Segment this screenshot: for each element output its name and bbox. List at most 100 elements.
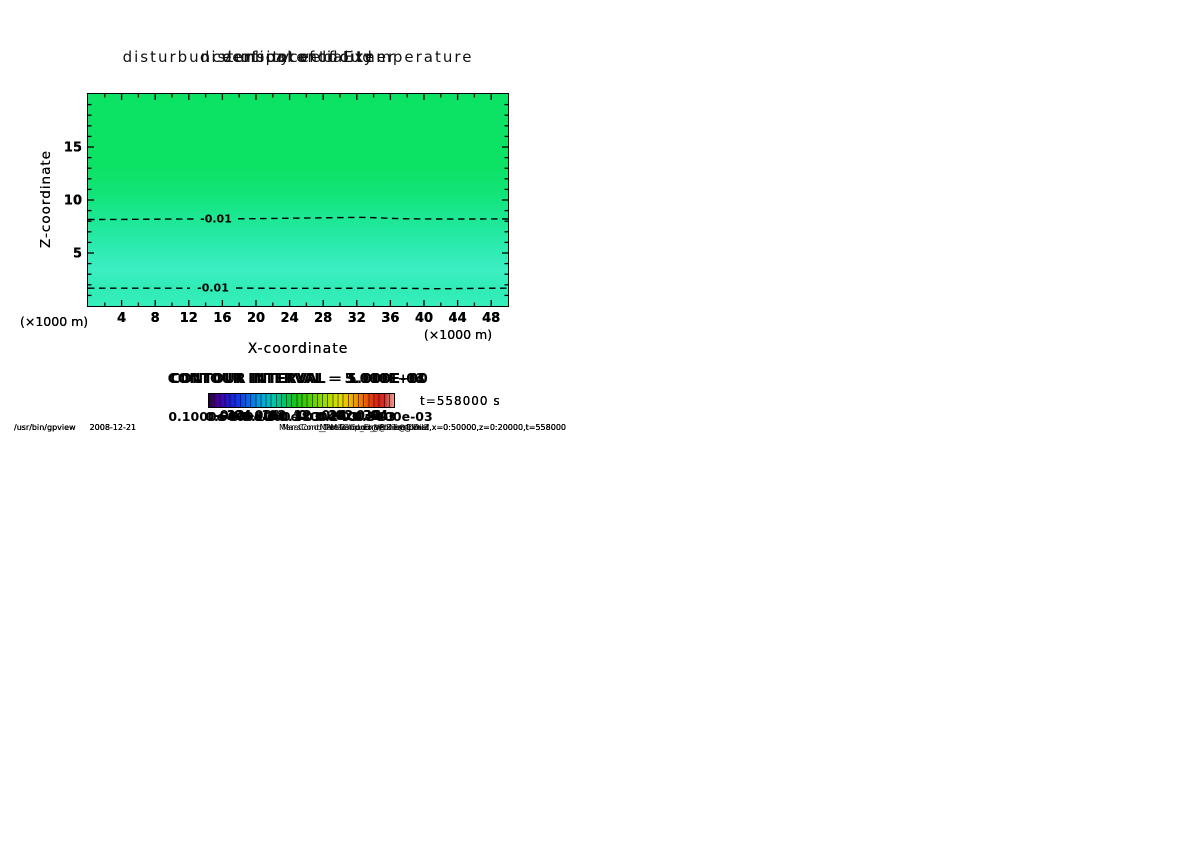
x-tick-label: 36 (381, 311, 400, 326)
y-tick-label: 5 (72, 246, 82, 262)
x-tick-label: 24 (280, 311, 299, 326)
x-axis-label: X-coordinate (247, 341, 349, 357)
x-tick-label: 36 (381, 311, 400, 326)
colorbar-tick-label: 12 (293, 409, 312, 424)
x-tick-label: 4 (117, 311, 127, 326)
x-tick-label: 44 (448, 311, 467, 326)
contour-label: -0.01 (197, 282, 229, 295)
contour-labels: -0.01 -0.01 (197, 213, 232, 295)
y-tick-labels: 5 10 15 (40, 95, 82, 307)
y-unit-label: (×1000 m) (20, 314, 89, 329)
colorbar-tick-label: -32 (221, 409, 245, 424)
colorbar-tick-label: -0.02 (249, 409, 287, 424)
x-tick-label: 4 (117, 311, 127, 326)
y-tick-label: 10 (63, 193, 82, 209)
footer-command: /usr/bin/gpview 2008-12-21 (14, 423, 136, 432)
x-unit-label: (×1000 m) (423, 327, 493, 342)
x-tick-label: 28 (314, 311, 333, 326)
footer-datasource: MarsCond_DensCloud.nc@DensCloud,x=0:5000… (278, 423, 566, 432)
y-tick-label: 5 (72, 246, 82, 262)
colorbar-tick-label: 0.1800e-03 (279, 409, 359, 424)
x-tick-label: 20 (246, 311, 266, 326)
y-tick-labels: 5 10 15 (40, 95, 82, 307)
x-unit-label: (×1000 m) (423, 327, 493, 342)
colorbar-tick-label: 0.3000e-03 (353, 409, 433, 424)
x-tick-label: 48 (482, 311, 501, 326)
colorbar-tick-label: 0.2400e-03 (316, 409, 396, 424)
colorbar-tick-labels: -32 -16 0 16 32 (208, 409, 393, 425)
x-axis-label: X-coordinate (247, 341, 349, 357)
x-tick-label: 16 (213, 311, 232, 326)
gpview-path: /usr/bin/gpview (14, 423, 76, 432)
gpview-path: /usr/bin/gpview (14, 423, 76, 432)
colorbar-tick-label: 32 (363, 409, 382, 424)
x-tick-label: 44 (448, 311, 467, 326)
x-unit-label: (×1000 m) (423, 327, 493, 342)
date: 2008-12-21 (89, 423, 137, 432)
x-tick-label: 32 (347, 311, 366, 326)
x-tick-label: 36 (381, 311, 400, 326)
x-tick-label: 40 (414, 311, 434, 326)
x-axis-label: X-coordinate (247, 341, 349, 357)
x-tick-labels: 4 8 12 16 20 24 28 32 36 40 44 48 (88, 311, 508, 327)
date: 2008-12-21 (89, 423, 137, 432)
contour-interval-label: CONTOUR INTERVAL = 3.000E+00 (167, 372, 429, 387)
x-tick-label: 8 (150, 311, 160, 326)
y-tick-label: 15 (63, 140, 82, 156)
colorbar-tick-label: 36 (363, 409, 382, 424)
colorbar-tick-labels: -0.04 -0.02 0 0.02 0.04 (208, 409, 393, 425)
panel-title: density of cloud (222, 48, 374, 66)
contour-lines (88, 216, 508, 290)
colorbar-tick-label: -12 (221, 409, 245, 424)
x-tick-label: 8 (150, 311, 160, 326)
x-tick-label: 16 (213, 311, 232, 326)
date: 2008-12-21 (89, 423, 137, 432)
x-tick-label: 12 (179, 311, 198, 326)
panel-title: disturbunce of Exner (199, 48, 397, 66)
x-tick-labels: 4 8 12 16 20 24 28 32 36 40 44 48 (88, 311, 508, 327)
contour-label: -0.01 (200, 213, 232, 226)
y-unit-label: (×1000 m) (20, 314, 89, 329)
y-unit-label: (×1000 m) (20, 314, 89, 329)
colorbar-tick-labels: 0.1000e-04 0.6000e-04 0.1200e-03 0.1800e-03… (168, 409, 432, 425)
x-tick-label: 48 (482, 311, 501, 326)
x-tick-label: 24 (280, 311, 299, 326)
contour-fill-field (88, 94, 508, 306)
time-stamp: t=558000 s (420, 394, 501, 408)
x-tick-label: 20 (246, 311, 266, 326)
y-tick-label: 10 (63, 193, 82, 209)
x-tick-label: 48 (482, 311, 501, 326)
x-tick-label: 36 (381, 311, 400, 326)
x-tick-label: 12 (179, 311, 198, 326)
colorbar (208, 393, 395, 408)
x-tick-label: 44 (448, 311, 467, 326)
footer-command: /usr/bin/gpview 2008-12-21 (14, 423, 136, 432)
y-tick-label: 10 (63, 193, 82, 209)
y-tick-label: 15 (63, 140, 82, 156)
x-tick-label: 40 (414, 311, 434, 326)
x-tick-label: 24 (280, 311, 299, 326)
contour-interval-label: CONTOUR INTERVAL = 5.000E-03 (170, 372, 426, 387)
x-tick-label: 40 (414, 311, 434, 326)
x-tick-label: 48 (482, 311, 501, 326)
x-tick-label: 8 (150, 311, 160, 326)
y-tick-label: 5 (72, 246, 82, 262)
x-tick-label: 40 (414, 311, 434, 326)
colorbar-tick-label: 16 (328, 409, 347, 424)
x-tick-label: 20 (246, 311, 266, 326)
x-tick-label: 12 (179, 311, 198, 326)
x-tick-label: 28 (314, 311, 333, 326)
x-tick-label: 32 (347, 311, 366, 326)
footer-command: /usr/bin/gpview 2008-12-21 (14, 423, 136, 432)
plot-area: -0.01 -0.01 (87, 93, 509, 307)
colorbar-tick-label: 0 (298, 409, 308, 424)
x-tick-labels: 4 8 12 16 20 24 28 32 36 40 44 48 (88, 311, 508, 327)
time-stamp: t=558000 s (420, 394, 501, 408)
footer-command: /usr/bin/gpview 2008-12-21 (14, 423, 136, 432)
time-stamp: t=558000 s (420, 394, 501, 408)
x-tick-label: 32 (347, 311, 366, 326)
y-tick-label: 15 (63, 140, 82, 156)
x-tick-label: 28 (314, 311, 333, 326)
gpview-path: /usr/bin/gpview (14, 423, 76, 432)
